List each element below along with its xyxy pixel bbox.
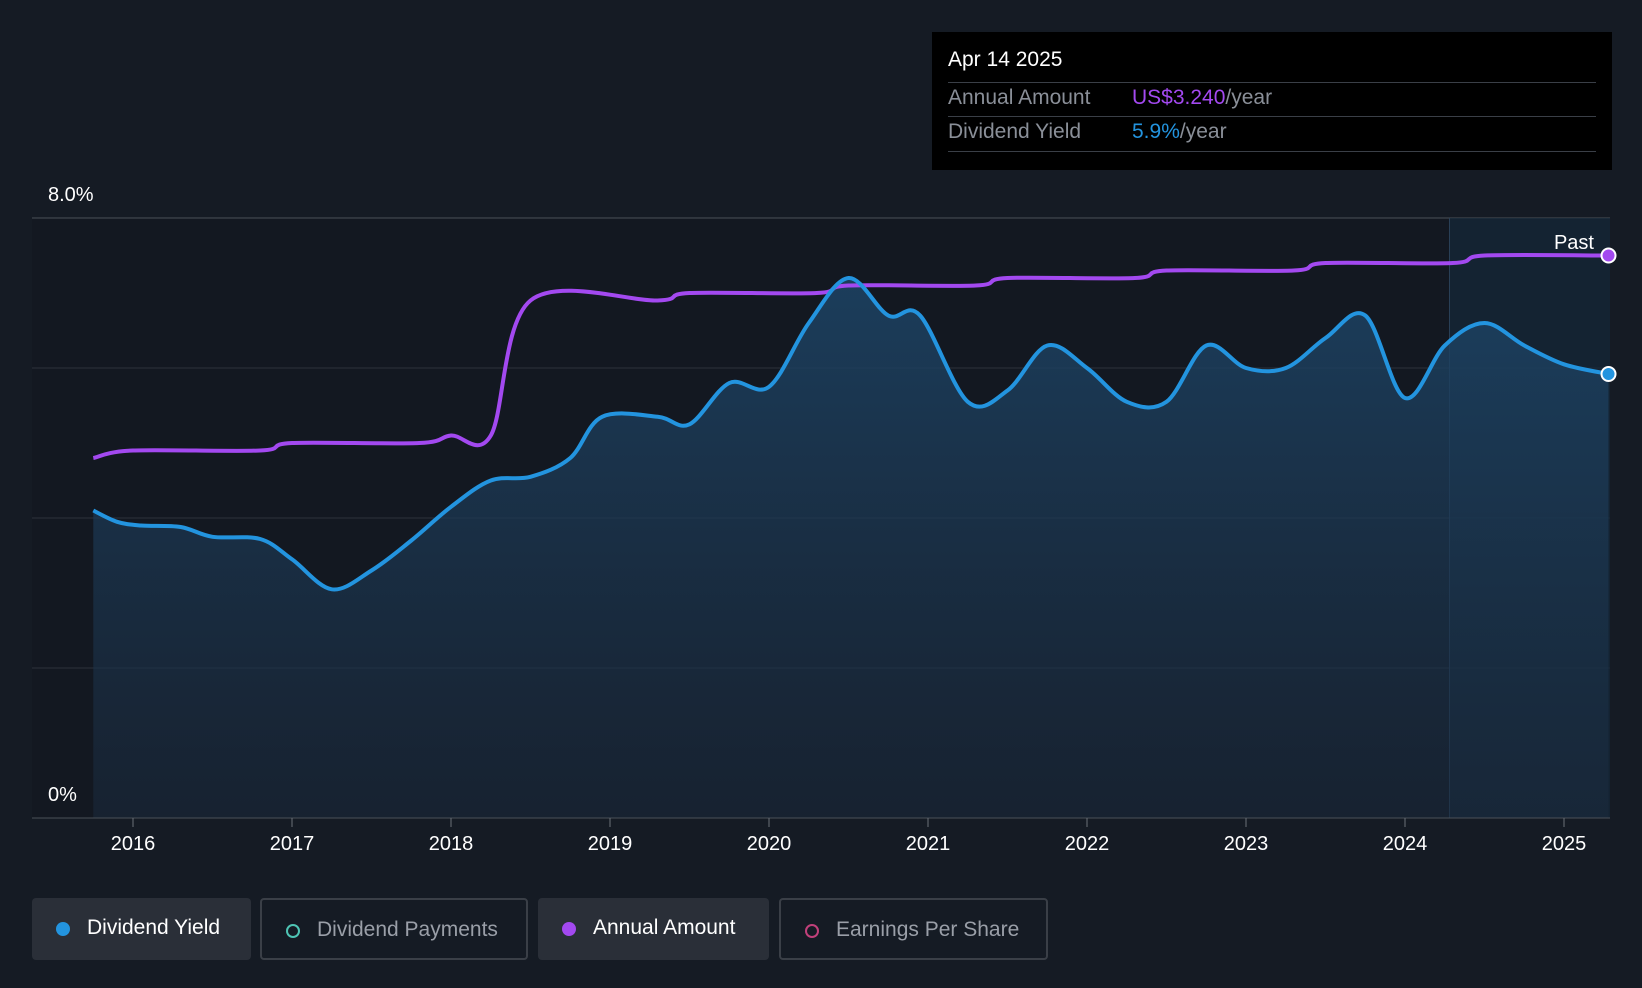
legend-dividend-yield-label: Dividend Yield xyxy=(87,916,221,939)
dividend-yield-end-marker xyxy=(1600,366,1617,382)
tooltip-dividend-yield-value-wrap: 5.9%/year xyxy=(1132,120,1227,144)
x-tick-label: 2017 xyxy=(270,833,315,855)
x-tick-label: 2025 xyxy=(1542,833,1587,855)
dividend-yield-line xyxy=(92,276,1609,592)
tooltip-annual-amount-unit: /year xyxy=(1225,86,1273,109)
tooltip-divider xyxy=(948,82,1596,83)
y-tick-bottom: 0% xyxy=(48,784,77,806)
tooltip-annual-amount-value-wrap: US$3.240/year xyxy=(1132,86,1272,110)
legend-annual-amount-label: Annual Amount xyxy=(593,916,736,939)
annual-amount-line xyxy=(92,252,1609,460)
tooltip-dividend-yield-unit: /year xyxy=(1179,120,1227,143)
legend-annual-amount-button[interactable]: Annual Amount xyxy=(538,898,769,960)
tooltip-date: Apr 14 2025 xyxy=(948,48,1063,71)
tooltip-panel: Apr 14 2025 Annual Amount US$3.240/year … xyxy=(932,32,1612,170)
y-tick-top: 8.0% xyxy=(48,184,94,206)
legend-earnings-per-share-button[interactable]: Earnings Per Share xyxy=(779,898,1048,960)
legend-earnings-per-share-label: Earnings Per Share xyxy=(836,918,1020,941)
x-tick-label: 2019 xyxy=(588,833,633,855)
tooltip-dividend-yield-label: Dividend Yield xyxy=(948,120,1082,143)
x-tick-label: 2016 xyxy=(111,833,156,855)
x-tick-label: 2023 xyxy=(1224,833,1269,855)
tooltip-divider xyxy=(948,151,1596,152)
legend-annual-amount-dot-icon xyxy=(562,922,576,936)
dividend-yield-area xyxy=(93,277,1609,818)
legend-dividend-yield-dot-icon xyxy=(56,922,70,936)
tooltip-divider xyxy=(948,116,1596,117)
x-tick-label: 2020 xyxy=(747,833,792,855)
x-tick-label: 2022 xyxy=(1065,833,1110,855)
past-label: Past xyxy=(1554,232,1594,254)
legend-dividend-payments-label: Dividend Payments xyxy=(317,918,498,941)
annual-amount-end-marker xyxy=(1600,247,1617,264)
legend-dividend-payments-button[interactable]: Dividend Payments xyxy=(260,898,528,960)
x-tick-label: 2021 xyxy=(906,833,951,855)
tooltip-dividend-yield-value: 5.9% xyxy=(1132,120,1180,143)
x-tick-label: 2018 xyxy=(429,833,474,855)
legend-earnings-per-share-ring-icon xyxy=(805,924,819,938)
legend-dividend-yield-button[interactable]: Dividend Yield xyxy=(32,898,251,960)
tooltip-annual-amount-value: US$3.240 xyxy=(1132,86,1226,109)
tooltip-annual-amount-label: Annual Amount xyxy=(948,86,1091,109)
legend-dividend-payments-ring-icon xyxy=(286,924,300,938)
x-tick-label: 2024 xyxy=(1383,833,1428,855)
